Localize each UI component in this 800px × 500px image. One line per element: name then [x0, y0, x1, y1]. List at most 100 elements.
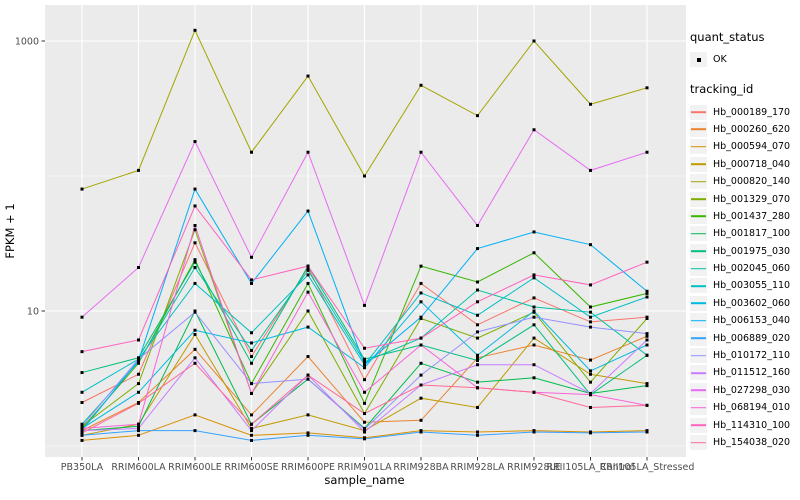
series-color-line-icon [691, 424, 706, 426]
data-point [363, 401, 366, 405]
data-point [532, 336, 536, 340]
data-point [589, 393, 592, 397]
data-point [250, 413, 253, 417]
data-point [645, 403, 649, 407]
series-color-line-icon [691, 180, 706, 183]
legend-key-line-icon [690, 139, 707, 155]
data-point [306, 413, 310, 417]
data-point [645, 382, 649, 386]
data-point [645, 295, 649, 299]
data-point [80, 424, 84, 428]
legend-label: Hb_010172_110 [713, 350, 791, 362]
data-point [476, 433, 479, 437]
y-axis: 1000 10 [15, 37, 45, 318]
legend-item-Hb_001817_100: Hb_001817_100 [690, 225, 798, 242]
legend-item-Hb_000189_170: Hb_000189_170 [690, 103, 798, 120]
x-tick-label: RRIM928BA [393, 462, 449, 473]
data-point [193, 241, 197, 245]
legend-item-Hb_000820_140: Hb_000820_140 [690, 173, 798, 190]
data-point [419, 336, 423, 340]
data-point [80, 315, 84, 319]
data-point [250, 281, 253, 285]
data-point [476, 353, 479, 357]
y-tick-label: 1000 [15, 37, 39, 48]
data-point [476, 330, 479, 334]
legend-key-line-icon [690, 348, 707, 364]
data-point [193, 356, 197, 360]
data-point [250, 348, 253, 352]
data-point [250, 382, 253, 386]
data-point [193, 347, 197, 351]
legend-label: Hb_114310_100 [713, 419, 791, 431]
series-color-line-icon [691, 215, 706, 218]
data-point [476, 386, 479, 390]
data-point [476, 114, 479, 118]
legend-key-line-icon [690, 313, 707, 329]
series-color-line-icon [691, 354, 706, 357]
x-tick-label: RRIM928LA [450, 462, 505, 473]
data-point [137, 372, 140, 376]
series-color-line-icon [691, 233, 706, 235]
data-point [589, 405, 592, 409]
data-point [645, 291, 649, 295]
x-tick-label: RRIM600LE [168, 462, 222, 473]
legend-item-Hb_001975_030: Hb_001975_030 [690, 243, 798, 260]
data-point [589, 320, 592, 324]
series-color-line-icon [691, 250, 706, 252]
legend-item-Hb_000718_040: Hb_000718_040 [690, 156, 798, 173]
legend-item-Hb_002045_060: Hb_002045_060 [690, 260, 798, 277]
data-point [419, 315, 423, 319]
data-point [80, 426, 84, 430]
data-point [137, 433, 140, 437]
series-color-line-icon [691, 302, 706, 305]
data-point [193, 413, 197, 417]
legend-label: Hb_027298_030 [713, 384, 791, 396]
legend-key-line-icon [690, 400, 707, 416]
data-point [419, 383, 423, 387]
legend-key-line-icon [690, 278, 707, 294]
data-point [532, 430, 536, 434]
data-point [589, 168, 592, 172]
series-color-line-icon [691, 163, 706, 166]
data-point [250, 438, 253, 442]
data-point [589, 243, 592, 247]
data-point [193, 140, 197, 144]
data-point [363, 427, 366, 431]
data-point [80, 187, 84, 191]
data-point [419, 343, 423, 347]
data-point [645, 289, 649, 293]
legend-key-line-icon [690, 330, 707, 346]
data-point [589, 358, 592, 362]
data-point [306, 150, 310, 154]
legend-title-quant-status: quant_status [690, 30, 765, 44]
legend-item-Hb_068194_010: Hb_068194_010 [690, 399, 798, 416]
data-point [80, 401, 84, 405]
legend-label: Hb_068194_010 [713, 402, 791, 414]
data-point [645, 150, 649, 154]
data-point [419, 281, 423, 285]
data-point [250, 433, 253, 437]
data-point [306, 290, 310, 294]
data-point [250, 255, 253, 259]
data-point [419, 396, 423, 400]
data-point [589, 305, 592, 309]
data-point [476, 363, 479, 367]
data-point [589, 431, 592, 435]
data-point [306, 355, 310, 359]
data-point [80, 438, 84, 442]
legend-label: Hb_001817_100 [713, 228, 791, 240]
data-point [476, 280, 479, 284]
legend-key-line-icon [690, 295, 707, 311]
series-color-line-icon [691, 389, 706, 392]
legend-label: Hb_001975_030 [713, 245, 791, 257]
legend-label: OK [713, 54, 727, 66]
y-axis-title: FPKM + 1 [3, 203, 17, 258]
series-color-line-icon [691, 441, 706, 444]
legend-item-Hb_000260_620: Hb_000260_620 [690, 121, 798, 138]
legend-key-line-icon [690, 417, 707, 433]
data-point [193, 328, 197, 332]
x-tick-label: PB350LA [61, 462, 104, 473]
data-point [532, 390, 536, 394]
data-point [476, 300, 479, 304]
